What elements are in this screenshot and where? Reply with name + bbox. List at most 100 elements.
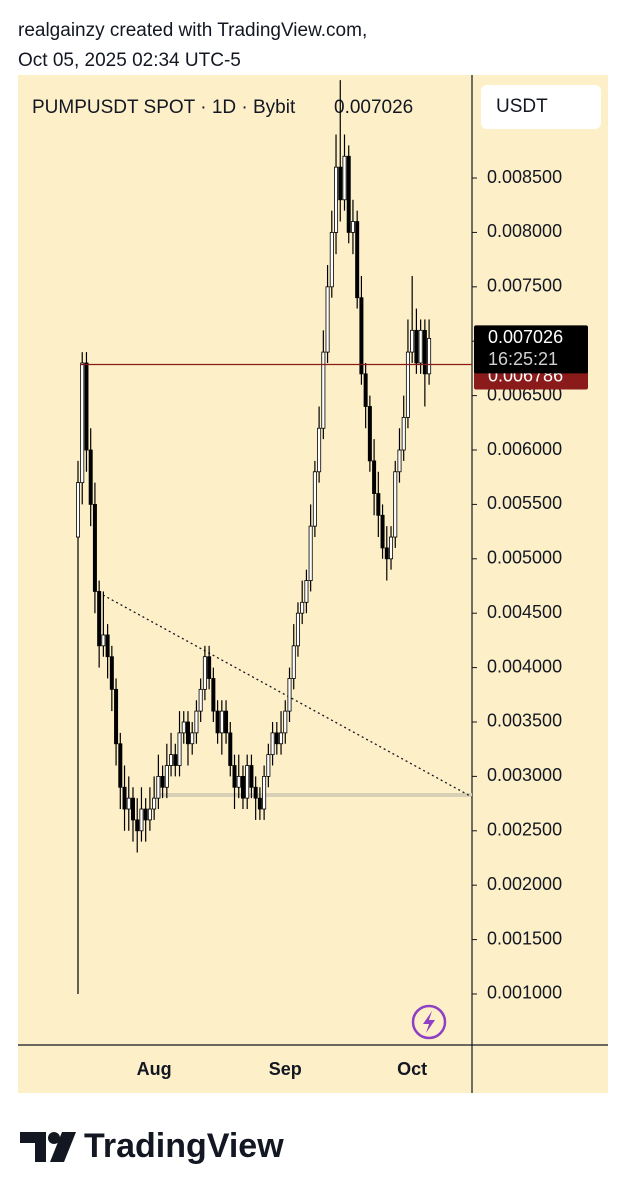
candle-body (181, 721, 186, 734)
candle-body (177, 732, 182, 766)
candle-body (88, 449, 93, 505)
candle-body (266, 754, 271, 777)
candle-body (274, 732, 279, 745)
last-price-box (474, 325, 588, 374)
candle-body (219, 710, 224, 734)
brand-name: TradingView (84, 1127, 284, 1165)
candle-body (329, 232, 334, 288)
candle-body (308, 525, 313, 581)
candle-body (122, 786, 127, 810)
candle-body (139, 808, 144, 832)
candle-body (143, 808, 148, 821)
candle-body (410, 329, 415, 353)
candle-body (105, 634, 110, 658)
candle-body (253, 786, 258, 799)
candle-body (118, 743, 123, 788)
candle-body (109, 656, 114, 690)
candle-body (101, 634, 106, 647)
currency-label[interactable]: USDT (496, 96, 548, 117)
candle-body (92, 504, 97, 592)
candle-body (295, 612, 300, 647)
candle-body (156, 775, 161, 799)
header-line: realgainzy created with TradingView.com, (18, 20, 367, 41)
y-tick-label: 0.001000 (487, 983, 562, 1003)
y-tick-label: 0.003500 (487, 711, 562, 731)
candle-body (334, 166, 339, 233)
candle-body (114, 688, 119, 745)
candle-body (224, 710, 229, 734)
candle-body (236, 775, 241, 788)
candle-body (97, 591, 102, 647)
candle-body (389, 536, 394, 560)
candle-body (393, 471, 398, 538)
candle-body (270, 732, 275, 756)
currency-button[interactable] (481, 85, 601, 129)
candle-body (173, 754, 178, 766)
candle-body (342, 155, 347, 201)
candle-body (160, 775, 165, 788)
candle-body (384, 547, 389, 560)
candle-body (202, 656, 207, 690)
candle-body (130, 797, 135, 821)
brand-logo (20, 1132, 76, 1162)
last-price-label: 0.007026 (488, 327, 563, 347)
candle-body (190, 732, 195, 745)
y-tick-label: 0.002000 (487, 874, 562, 894)
candle-body (414, 329, 419, 364)
candle-body (321, 351, 326, 429)
candle-body (147, 808, 152, 821)
candle-body (338, 166, 343, 201)
candle-body (376, 493, 381, 516)
y-tick-label: 0.003000 (487, 765, 562, 785)
candle-body (427, 337, 432, 375)
candle-body (325, 286, 330, 353)
candle-body (287, 678, 292, 712)
candle-body (232, 765, 237, 788)
candle-body (422, 329, 427, 375)
y-tick-label: 0.008000 (487, 221, 562, 241)
y-tick-label: 0.006000 (487, 439, 562, 459)
y-tick-label: 0.005000 (487, 548, 562, 568)
candle-body (355, 221, 360, 299)
candle-body (418, 329, 423, 364)
candle-body (194, 710, 199, 734)
candle-body (240, 775, 245, 799)
candle-body (249, 765, 254, 788)
candle-body (283, 710, 288, 734)
y-tick-label: 0.002500 (487, 820, 562, 840)
icon-ring[interactable] (411, 1004, 447, 1040)
candle-body (207, 656, 212, 679)
candle-body (317, 427, 322, 473)
candle-body (228, 732, 233, 766)
logo-shape (48, 1132, 60, 1144)
icon-bolt[interactable] (423, 1011, 435, 1033)
y-tick-label: 0.005500 (487, 493, 562, 513)
candle-body (300, 601, 305, 614)
candle-body (152, 797, 157, 810)
candle-body (346, 155, 351, 233)
candle-body (126, 797, 131, 810)
countdown-label: 16:25:21 (488, 349, 558, 369)
candle-body (304, 580, 309, 603)
y-tick-label: 0.004000 (487, 656, 562, 676)
candle-body (76, 482, 81, 538)
x-tick-label: Oct (397, 1059, 427, 1079)
candle-body (164, 765, 169, 788)
candle-body (397, 449, 402, 473)
candle-body (84, 362, 89, 451)
candle-body (372, 460, 377, 494)
candle-body (359, 297, 364, 375)
y-tick-label: 0.004500 (487, 602, 562, 622)
candle-body (401, 416, 406, 451)
candle-body (169, 754, 174, 766)
candle-body (291, 645, 296, 679)
candle-body (279, 732, 284, 745)
candle-body (211, 678, 216, 712)
x-tick-label: Sep (269, 1059, 302, 1079)
lightning-icon[interactable] (411, 1004, 447, 1040)
candle-body (380, 514, 385, 549)
chart-panel (18, 75, 608, 1093)
candle-body (262, 775, 267, 810)
